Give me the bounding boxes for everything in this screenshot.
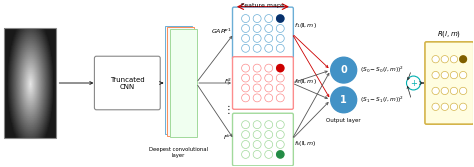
Circle shape [459, 56, 467, 63]
FancyBboxPatch shape [94, 56, 160, 110]
Circle shape [450, 103, 457, 110]
Circle shape [264, 94, 273, 102]
FancyBboxPatch shape [233, 7, 293, 60]
Circle shape [253, 74, 261, 82]
Circle shape [460, 56, 466, 62]
Text: Output layer: Output layer [327, 118, 361, 123]
Circle shape [441, 56, 448, 63]
FancyBboxPatch shape [170, 29, 197, 137]
Circle shape [459, 87, 467, 95]
Circle shape [331, 87, 356, 113]
FancyBboxPatch shape [233, 57, 293, 109]
Text: $\vdots$: $\vdots$ [223, 103, 230, 116]
Text: +: + [410, 79, 417, 88]
Circle shape [253, 140, 261, 148]
Circle shape [450, 71, 457, 79]
Circle shape [242, 121, 250, 129]
Circle shape [253, 150, 261, 158]
Circle shape [432, 56, 439, 63]
Circle shape [441, 103, 448, 110]
Circle shape [277, 151, 284, 158]
Circle shape [242, 131, 250, 139]
Circle shape [242, 84, 250, 92]
Circle shape [253, 121, 261, 129]
Circle shape [253, 44, 261, 52]
FancyBboxPatch shape [233, 113, 293, 166]
Text: $f_1(\mathbf{l},m)$: $f_1(\mathbf{l},m)$ [294, 21, 317, 30]
Text: $F^2$: $F^2$ [224, 76, 232, 86]
Circle shape [276, 150, 284, 158]
Circle shape [242, 44, 250, 52]
Text: $(S_0 - S_0(l,m))^2$: $(S_0 - S_0(l,m))^2$ [360, 65, 404, 75]
Text: $f_2(\mathbf{l},m)$: $f_2(\mathbf{l},m)$ [294, 76, 317, 86]
Circle shape [459, 71, 467, 79]
Text: 1: 1 [340, 95, 347, 105]
Circle shape [264, 44, 273, 52]
Circle shape [276, 140, 284, 148]
Circle shape [432, 87, 439, 95]
Circle shape [242, 150, 250, 158]
Circle shape [276, 34, 284, 42]
Circle shape [242, 64, 250, 72]
FancyBboxPatch shape [164, 26, 191, 134]
Circle shape [264, 15, 273, 23]
Circle shape [264, 34, 273, 42]
Circle shape [276, 74, 284, 82]
Circle shape [242, 140, 250, 148]
Circle shape [253, 34, 261, 42]
Circle shape [450, 87, 457, 95]
Circle shape [450, 56, 457, 63]
Circle shape [264, 140, 273, 148]
Text: $F^k$: $F^k$ [223, 133, 232, 142]
Circle shape [264, 131, 273, 139]
Circle shape [277, 65, 284, 72]
Circle shape [407, 76, 420, 90]
Circle shape [276, 15, 284, 23]
Circle shape [276, 25, 284, 32]
Text: Truncated
CNN: Truncated CNN [110, 76, 145, 90]
Circle shape [441, 71, 448, 79]
Circle shape [264, 25, 273, 32]
FancyBboxPatch shape [167, 27, 194, 136]
Circle shape [253, 25, 261, 32]
Circle shape [264, 84, 273, 92]
Circle shape [432, 103, 439, 110]
Circle shape [264, 121, 273, 129]
Circle shape [441, 87, 448, 95]
Text: $(S_1 - S_1(l,m))^2$: $(S_1 - S_1(l,m))^2$ [360, 95, 404, 105]
Circle shape [264, 74, 273, 82]
Circle shape [242, 15, 250, 23]
Circle shape [242, 25, 250, 32]
Circle shape [276, 64, 284, 72]
Circle shape [242, 34, 250, 42]
Circle shape [276, 131, 284, 139]
Text: Deepest convolutional
layer: Deepest convolutional layer [149, 147, 208, 158]
Circle shape [253, 84, 261, 92]
Circle shape [276, 44, 284, 52]
FancyBboxPatch shape [425, 42, 474, 124]
Text: $R(l,m)$: $R(l,m)$ [438, 29, 461, 39]
Text: Feature maps: Feature maps [241, 3, 284, 8]
Circle shape [253, 64, 261, 72]
Circle shape [253, 15, 261, 23]
Text: $f_k(\mathbf{l},m)$: $f_k(\mathbf{l},m)$ [294, 139, 317, 148]
Circle shape [264, 64, 273, 72]
Circle shape [276, 84, 284, 92]
Circle shape [459, 103, 467, 110]
Circle shape [242, 94, 250, 102]
Text: 0: 0 [340, 65, 347, 75]
Circle shape [277, 15, 284, 22]
Circle shape [242, 74, 250, 82]
Text: $GAPF^1$: $GAPF^1$ [211, 27, 232, 36]
Circle shape [276, 121, 284, 129]
Circle shape [253, 94, 261, 102]
Circle shape [432, 71, 439, 79]
Circle shape [276, 94, 284, 102]
Circle shape [331, 57, 356, 83]
Circle shape [264, 150, 273, 158]
Circle shape [253, 131, 261, 139]
